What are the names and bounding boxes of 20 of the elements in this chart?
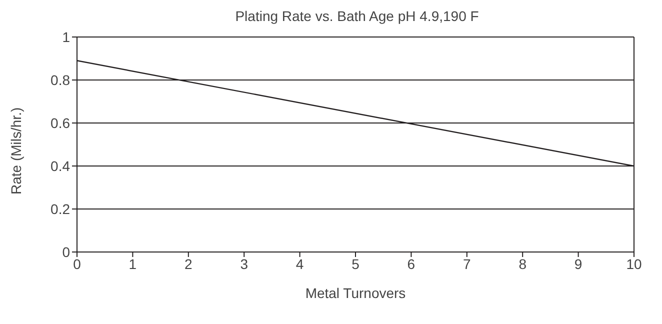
chart-title: Plating Rate vs. Bath Age pH 4.9,190 F [234, 8, 480, 24]
y-tick-label: 0.8 [50, 72, 70, 88]
y-tick-label: 0.4 [50, 158, 70, 174]
x-tick-label: 3 [240, 256, 248, 272]
x-tick-label: 2 [184, 256, 192, 272]
y-tick-label: 0.2 [50, 200, 70, 217]
x-tick-label: 4 [296, 256, 304, 272]
y-tick-label: 0 [62, 244, 70, 260]
y-axis-title: Rate (Mils/hr.) [8, 107, 24, 194]
x-axis-title: Metal Turnovers [305, 285, 406, 301]
x-tick-label: 10 [626, 256, 642, 272]
x-tick-label: 7 [463, 256, 471, 272]
x-tick-label: 8 [518, 256, 527, 272]
x-tick-label: 0 [73, 256, 82, 272]
x-tick-label: 9 [574, 256, 582, 272]
y-tick-label: 1 [62, 28, 70, 45]
x-tick-label: 5 [352, 256, 360, 272]
y-tick-label: 0.6 [50, 114, 70, 131]
x-tick-label: 6 [407, 256, 416, 272]
x-tick-label: 1 [128, 256, 137, 272]
